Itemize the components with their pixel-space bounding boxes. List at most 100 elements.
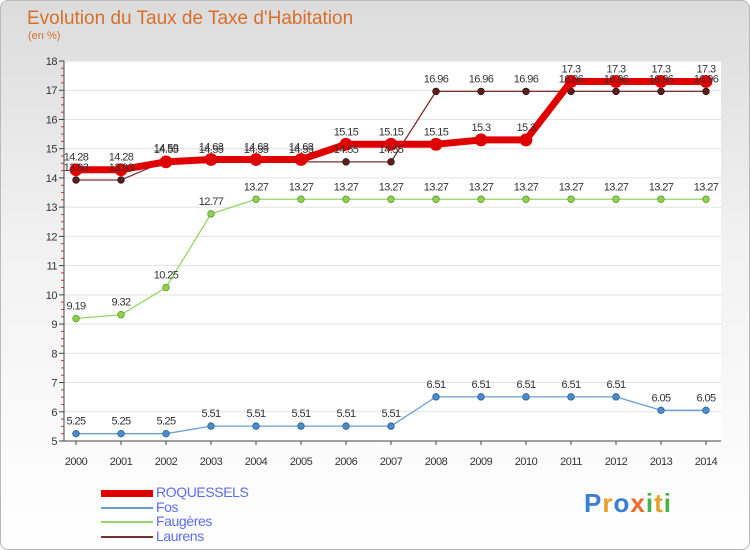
data-label-faugres: 13.27 [559, 181, 584, 193]
data-point-fos [702, 406, 710, 415]
data-label-faugres: 9.32 [111, 297, 130, 309]
data-point-roquessels [114, 163, 128, 177]
logo-letter: r [602, 488, 614, 518]
data-label-fos: 6.51 [471, 379, 490, 391]
y-tick-label: 13 [46, 202, 58, 214]
data-point-faugres [477, 195, 485, 203]
data-point-fos [432, 393, 440, 401]
y-tick-label: 8 [51, 348, 57, 360]
data-point-fos [117, 429, 125, 438]
data-label-laurens: 16.96 [649, 73, 674, 85]
data-point-faugres [522, 195, 530, 203]
data-point-faugres [657, 195, 665, 203]
data-point-fos [522, 393, 530, 401]
data-label-faugres: 13.27 [334, 181, 359, 193]
data-point-faugres [387, 195, 395, 203]
logo-letter: i [663, 488, 672, 518]
data-point-roquessels [564, 75, 578, 88]
data-label-roquessels: 14.28 [109, 152, 134, 164]
data-label-laurens: 14.55 [289, 144, 314, 156]
data-point-fos [72, 429, 80, 438]
data-point-roquessels [159, 155, 173, 169]
data-label-fos: 5.25 [156, 416, 175, 428]
data-label-laurens: 14.55 [334, 144, 359, 156]
data-label-faugres: 13.27 [424, 181, 449, 193]
data-point-roquessels [249, 153, 263, 166]
data-point-faugres [297, 195, 305, 203]
data-label-laurens: 16.96 [694, 73, 719, 85]
logo-letter: P [584, 488, 603, 518]
data-point-faugres [432, 195, 440, 203]
y-tick-label: 15 [46, 144, 58, 156]
data-label-roquessels: 14.63 [199, 142, 224, 154]
x-tick-label: 2001 [110, 456, 133, 468]
data-label-fos: 5.51 [291, 408, 310, 420]
data-point-laurens [612, 87, 620, 96]
data-point-laurens [522, 87, 530, 96]
data-point-fos [342, 422, 350, 430]
data-label-roquessels: 17.3 [696, 63, 715, 75]
y-tick-label: 5 [51, 436, 57, 448]
data-label-roquessels: 14.63 [244, 142, 269, 154]
y-tick-label: 17 [46, 85, 58, 97]
data-point-roquessels [294, 153, 308, 166]
data-label-roquessels: 14.63 [289, 142, 314, 154]
legend-label-roquessels: ROQUESSELS [156, 484, 249, 500]
plot-area [64, 61, 721, 441]
data-point-faugres [252, 195, 260, 203]
x-tick-label: 2013 [650, 456, 673, 468]
data-label-laurens: 16.96 [469, 73, 494, 85]
data-label-fos: 6.51 [606, 379, 625, 391]
data-label-laurens: 16.96 [559, 73, 584, 85]
y-tick-label: 18 [46, 56, 58, 68]
data-point-roquessels [384, 137, 398, 151]
data-point-roquessels [339, 137, 353, 151]
data-label-faugres: 12.77 [199, 196, 224, 208]
data-label-faugres: 13.27 [514, 181, 539, 193]
data-label-fos: 5.51 [336, 408, 355, 420]
x-tick-label: 2007 [380, 456, 403, 468]
x-tick-label: 2000 [65, 456, 88, 468]
y-tick-label: 9 [51, 319, 57, 331]
data-label-roquessels: 15.15 [379, 126, 404, 138]
x-tick-label: 2009 [470, 456, 493, 468]
data-point-roquessels [474, 133, 488, 147]
x-tick-label: 2005 [290, 456, 313, 468]
data-label-fos: 6.05 [651, 392, 670, 404]
data-point-faugres [567, 195, 575, 203]
x-tick-label: 2008 [425, 456, 448, 468]
legend-label-faugres: Faugères [156, 513, 212, 529]
logo-letter: o [613, 488, 631, 518]
y-axis-unit: (en %) [28, 30, 61, 42]
proxiti-logo: Proxiti [584, 488, 672, 519]
data-label-roquessels: 17.3 [651, 63, 670, 75]
x-tick-label: 2004 [245, 456, 268, 468]
data-label-faugres: 13.27 [379, 181, 404, 193]
data-point-faugres [612, 195, 620, 203]
data-point-faugres [162, 283, 170, 292]
x-tick-label: 2014 [695, 456, 718, 468]
data-label-laurens: 14.55 [244, 144, 269, 156]
data-label-fos: 6.51 [561, 379, 580, 391]
data-label-faugres: 13.27 [604, 181, 629, 193]
data-label-roquessels: 14.28 [64, 152, 89, 164]
data-point-roquessels [69, 163, 83, 177]
y-tick-label: 14 [46, 173, 58, 185]
x-tick-label: 2012 [605, 456, 628, 468]
data-label-laurens: 16.96 [424, 73, 449, 85]
data-label-fos: 5.51 [201, 408, 220, 420]
data-point-laurens [432, 87, 440, 96]
x-tick-label: 2011 [560, 456, 582, 468]
data-point-fos [477, 393, 485, 401]
logo-letter: t [654, 488, 664, 518]
data-label-faugres: 13.27 [289, 181, 314, 193]
data-label-faugres: 13.27 [469, 181, 494, 193]
data-label-roquessels: 17.3 [606, 63, 625, 75]
legend-swatch-faugres [101, 521, 153, 523]
data-point-fos [567, 393, 575, 401]
data-label-roquessels: 15.15 [424, 126, 449, 138]
data-label-faugres: 10.25 [154, 270, 179, 282]
data-point-fos [252, 422, 260, 430]
data-label-roquessels: 15.3 [516, 122, 535, 134]
